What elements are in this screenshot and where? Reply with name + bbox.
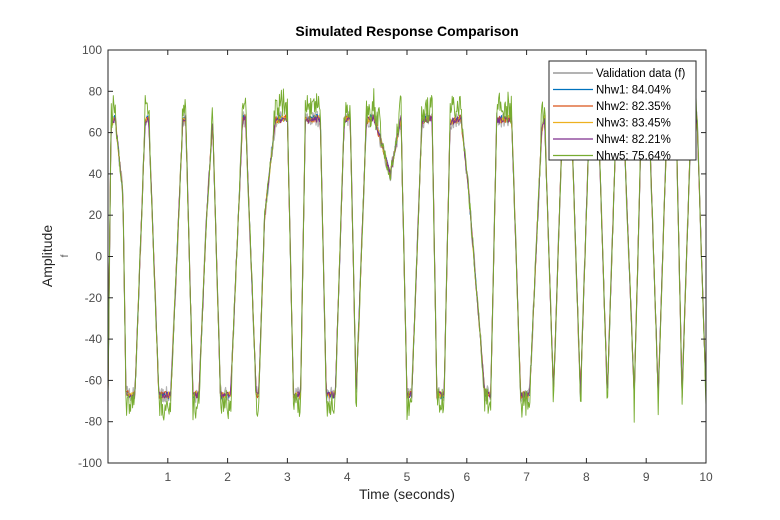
y-tick-label: 20 [89,208,103,222]
y-tick-label: -100 [78,456,102,470]
legend-entry: Nhw1: 84.04% [596,85,671,97]
x-tick-label: 3 [284,470,291,484]
plot-area [107,88,707,423]
x-tick-label: 6 [463,470,470,484]
chart-title: Simulated Response Comparison [295,23,518,39]
y-tick-label: 60 [89,126,103,140]
x-tick-label: 7 [523,470,530,484]
x-tick-label: 5 [404,470,411,484]
y-axis-sublabel: f [60,254,71,257]
y-axis-label: Amplitude [39,225,55,287]
x-tick-label: 1 [164,470,171,484]
legend-entry: Nhw3: 83.45% [596,118,671,130]
legend-box [548,60,697,161]
x-tick-label: 10 [699,470,713,484]
x-tick-label: 4 [344,470,351,484]
y-tick-label: 40 [89,167,103,181]
legend-entry: Nhw4: 82.21% [596,134,671,146]
y-tick-label: 100 [82,43,102,57]
series-line-5 [107,88,707,423]
x-tick-label: 9 [643,470,650,484]
legend[interactable]: Validation data (f) Nhw1: 84.04% Nhw2: 82.… [548,60,697,163]
y-tick-label: 80 [89,84,103,98]
x-axis: 1 2 3 4 5 6 7 8 9 10 [164,50,713,484]
x-axis-label: Time (seconds) [359,486,455,502]
x-tick-label: 8 [583,470,590,484]
y-tick-label: -20 [85,291,103,305]
legend-entry: Validation data (f) [596,68,685,80]
y-tick-label: -60 [85,373,103,387]
y-tick-label: 0 [95,250,102,264]
legend-entry: Nhw2: 82.35% [596,101,671,113]
legend-entry: Nhw5: 75.64% [596,151,671,163]
y-tick-label: -40 [85,332,103,346]
y-tick-label: -80 [85,415,103,429]
y-axis: -100 -80 -60 -40 -20 0 20 40 60 80 100 [78,43,706,470]
x-tick-label: 2 [224,470,231,484]
